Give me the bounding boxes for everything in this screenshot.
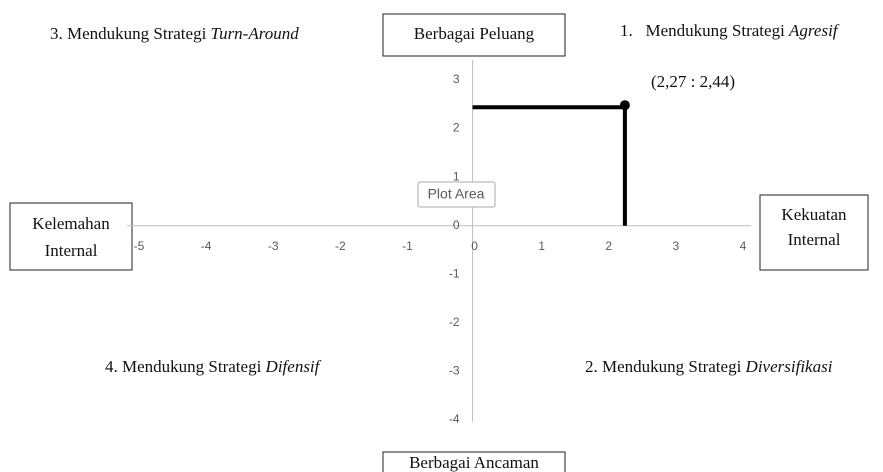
x-tick-label: 4 xyxy=(740,239,747,253)
x-tick-label: 3 xyxy=(673,239,680,253)
guide-line xyxy=(472,105,627,226)
left-label-box xyxy=(9,202,133,271)
quadrant-text: 1. Mendukung Strategi xyxy=(620,21,789,40)
x-tick-label: 1 xyxy=(538,239,545,253)
quadrant-emphasis: Agresif xyxy=(788,21,840,40)
bottom-label-box xyxy=(382,451,566,472)
right-label: Kekuatan xyxy=(781,205,847,224)
quadrant-text: 3. Mendukung Strategi xyxy=(50,24,211,43)
y-tick-label: 1 xyxy=(453,169,460,183)
x-tick-label: -3 xyxy=(268,239,279,253)
bottom-label: Berbagai Ancaman xyxy=(409,453,539,472)
tooltip: Plot Area xyxy=(428,186,485,202)
right-label-box xyxy=(759,194,869,271)
right-label: Internal xyxy=(788,230,841,249)
quadrant-emphasis: Turn-Around xyxy=(211,24,300,43)
y-tick-label: -4 xyxy=(449,412,460,426)
y-tick-label: -2 xyxy=(449,315,460,329)
quadrant-emphasis: Difensif xyxy=(265,357,322,376)
left-label: Kelemahan xyxy=(32,214,110,233)
x-tick-label: 2 xyxy=(605,239,612,253)
y-tick-label: -1 xyxy=(449,266,460,280)
y-tick-label: 3 xyxy=(453,72,460,86)
x-tick-label: -5 xyxy=(134,239,145,253)
quadrant-text: 2. Mendukung Strategi xyxy=(585,357,746,376)
quadrant-label: 2. Mendukung Strategi Diversifikasi xyxy=(585,357,833,376)
y-tick-label: -3 xyxy=(449,364,460,378)
x-tick-label: 0 xyxy=(471,239,478,253)
top-label: Berbagai Peluang xyxy=(414,24,535,43)
tooltip-box xyxy=(417,181,496,208)
x-tick-label: -1 xyxy=(402,239,413,253)
x-tick-label: -2 xyxy=(335,239,346,253)
quadrant-label: 3. Mendukung Strategi Turn-Around xyxy=(50,24,299,43)
x-tick-label: -4 xyxy=(201,239,212,253)
left-label: Internal xyxy=(45,241,98,260)
point-label: (2,27 : 2,44) xyxy=(651,72,735,91)
quadrant-text: 4. Mendukung Strategi xyxy=(105,357,266,376)
quadrant-label: 4. Mendukung Strategi Difensif xyxy=(105,357,322,376)
quadrant-label: 1. Mendukung Strategi Agresif xyxy=(620,21,840,40)
y-tick-label: 0 xyxy=(453,218,460,232)
quadrant-emphasis: Diversifikasi xyxy=(745,357,833,376)
y-tick-label: 2 xyxy=(453,121,460,135)
point xyxy=(619,100,630,111)
top-label-box xyxy=(382,13,566,57)
